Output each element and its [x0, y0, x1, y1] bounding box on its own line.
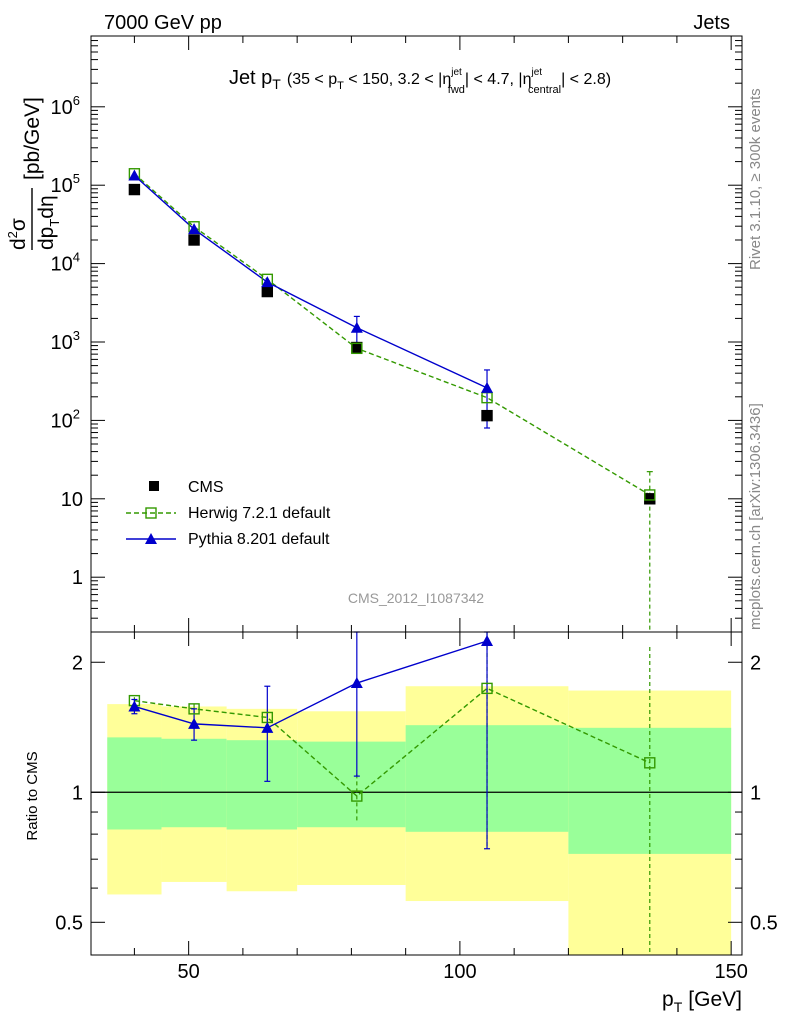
header-right: Jets [693, 12, 730, 34]
ratio-axis-ticks: 50 100 150 0.5 0.5 1 1 2 2 [55, 632, 778, 983]
legend-herwig-label: Herwig 7.2.1 default [188, 505, 331, 522]
cms-point [481, 409, 493, 422]
herwig-line [133, 173, 651, 496]
ratio-panel: 50 100 150 0.5 0.5 1 1 2 2 Ratio to CMS pT [GeV] [24, 631, 778, 1015]
cms-point [128, 183, 141, 196]
ratio-herwig-line [134, 687, 651, 797]
ratio-herwig-point [351, 790, 363, 802]
chart-title: Jet pT (35 < pT < 150, 3.2 < |ηjet fwd| < … [229, 67, 611, 96]
pythia-point [188, 223, 201, 235]
ratio-pythia-point [261, 721, 274, 733]
ratio-herwig-point [188, 703, 200, 715]
legend-pythia-marker [145, 533, 157, 544]
ratio-uncertainty-bands [107, 686, 732, 955]
x-axis-label: pT [GeV] [662, 988, 742, 1015]
ratio-herwig-point [261, 711, 274, 724]
y-tick-label: 104 [51, 250, 80, 276]
main-axis-ticks: 1 10 102 103 104 105 106 [51, 35, 742, 633]
ratio-y-tick-label: 2 [750, 652, 761, 674]
pythia-point [350, 321, 363, 333]
pythia-point [261, 276, 274, 288]
y-tick-label: 1 [72, 567, 83, 589]
y-axis-label: d2σ dpTdη [pb/GeV] [5, 97, 62, 250]
y-tick-label: 10 [61, 489, 83, 511]
x-tick-label: 50 [178, 961, 200, 983]
inner-band [297, 741, 406, 828]
x-tick-label: 100 [443, 961, 476, 983]
legend: CMS Herwig 7.2.1 default Pythia 8.201 de… [126, 479, 331, 548]
cms-point [188, 234, 200, 246]
legend-cms-marker [149, 481, 159, 491]
ratio-pythia-point [350, 677, 363, 689]
inner-band [226, 740, 298, 830]
ratio-herwig-point [481, 682, 493, 695]
ratio-herwig-point [644, 757, 656, 769]
mcplots-label: mcplots.cern.ch [arXiv:1306.3436] [747, 403, 764, 630]
analysis-watermark: CMS_2012_I1087342 [348, 590, 484, 606]
y-tick-label: 103 [51, 328, 80, 354]
ratio-frame [90, 631, 743, 956]
rivet-label: Rivet 3.1.10, ≥ 300k events [747, 88, 764, 270]
herwig-point [644, 489, 656, 501]
ratio-y-tick-label: 2 [72, 652, 83, 674]
main-panel: 1 10 102 103 104 105 106 Jet pT (35 < pT < 150,… [5, 35, 743, 633]
legend-herwig-marker [145, 507, 157, 519]
legend-cms-label: CMS [188, 479, 224, 496]
ratio-pythia-point [481, 634, 494, 646]
pythia-point [481, 381, 494, 393]
ratio-y-label: Ratio to CMS [24, 751, 41, 840]
y-tick-label: 102 [51, 406, 80, 432]
ratio-y-tick-label: 0.5 [750, 912, 778, 934]
svg-text:[pb/GeV]: [pb/GeV] [21, 97, 44, 180]
y-tick-label: 106 [51, 93, 80, 119]
main-frame [90, 35, 743, 633]
ratio-data-marks [128, 631, 656, 955]
legend-pythia-label: Pythia 8.201 default [188, 531, 330, 548]
ratio-y-tick-label: 1 [72, 782, 83, 804]
main-data-marks [128, 168, 656, 632]
y-tick-label: 105 [51, 171, 80, 197]
ratio-pythia-point [188, 717, 201, 729]
ratio-y-tick-label: 1 [750, 782, 761, 804]
svg-text:dpTdη: dpTdη [35, 195, 62, 250]
herwig-point [481, 391, 493, 404]
inner-band [107, 737, 162, 830]
x-tick-label: 150 [714, 961, 747, 983]
cms-point [261, 285, 274, 298]
pythia-point [128, 169, 141, 181]
header-left: 7000 GeV pp [104, 12, 222, 34]
svg-text:d2σ: d2σ [5, 218, 30, 250]
herwig-point [351, 342, 363, 355]
inner-band [161, 738, 227, 828]
ratio-y-tick-label: 0.5 [55, 912, 83, 934]
ratio-pythia-point [128, 700, 141, 712]
